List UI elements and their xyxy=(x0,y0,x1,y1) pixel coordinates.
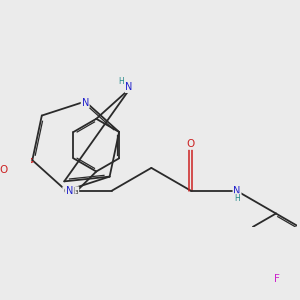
Text: N: N xyxy=(233,186,241,196)
Text: O: O xyxy=(187,139,195,149)
Text: H: H xyxy=(234,194,240,203)
Text: CH₃: CH₃ xyxy=(63,187,79,196)
Text: N: N xyxy=(66,186,73,196)
Text: N: N xyxy=(125,82,133,92)
Text: O: O xyxy=(0,165,8,175)
Text: F: F xyxy=(274,274,280,284)
Text: H: H xyxy=(118,77,124,86)
Text: N: N xyxy=(82,98,89,107)
